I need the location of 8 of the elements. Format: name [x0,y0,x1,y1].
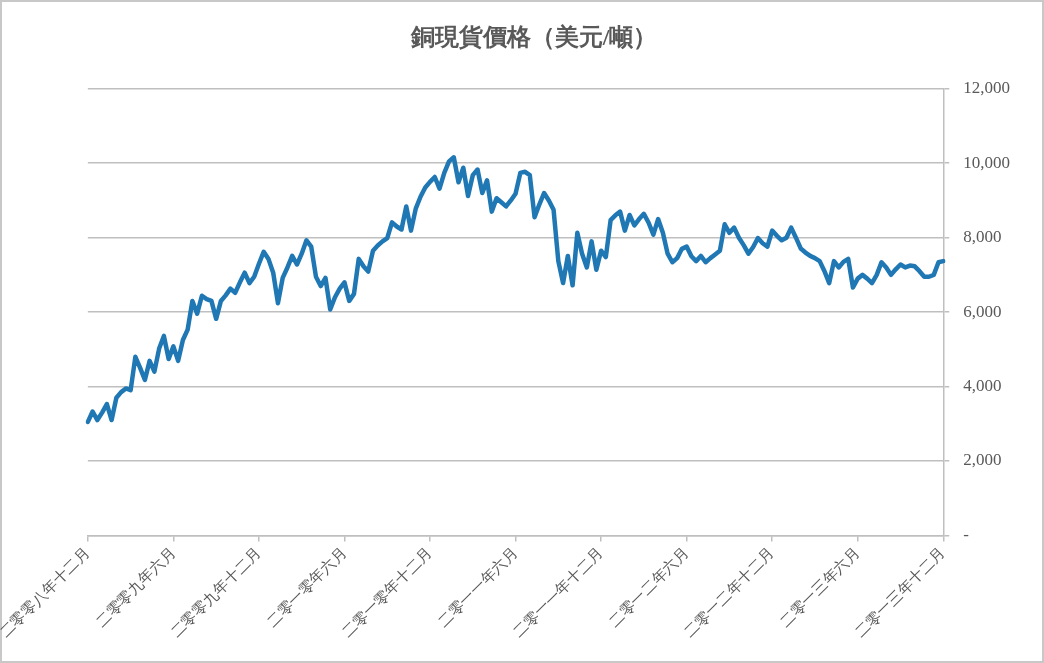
y-tick-label: 2,000 [963,450,1002,470]
y-tick-label: - [963,524,970,544]
y-tick-label: 4,000 [963,376,1002,396]
y-tick-label: 12,000 [963,78,1010,98]
y-tick-label: 10,000 [963,152,1010,172]
chart-title: 銅現貨價格（美元/噸） [409,22,658,50]
y-tick-label: 6,000 [963,301,1002,321]
y-tick-label: 8,000 [963,227,1002,247]
